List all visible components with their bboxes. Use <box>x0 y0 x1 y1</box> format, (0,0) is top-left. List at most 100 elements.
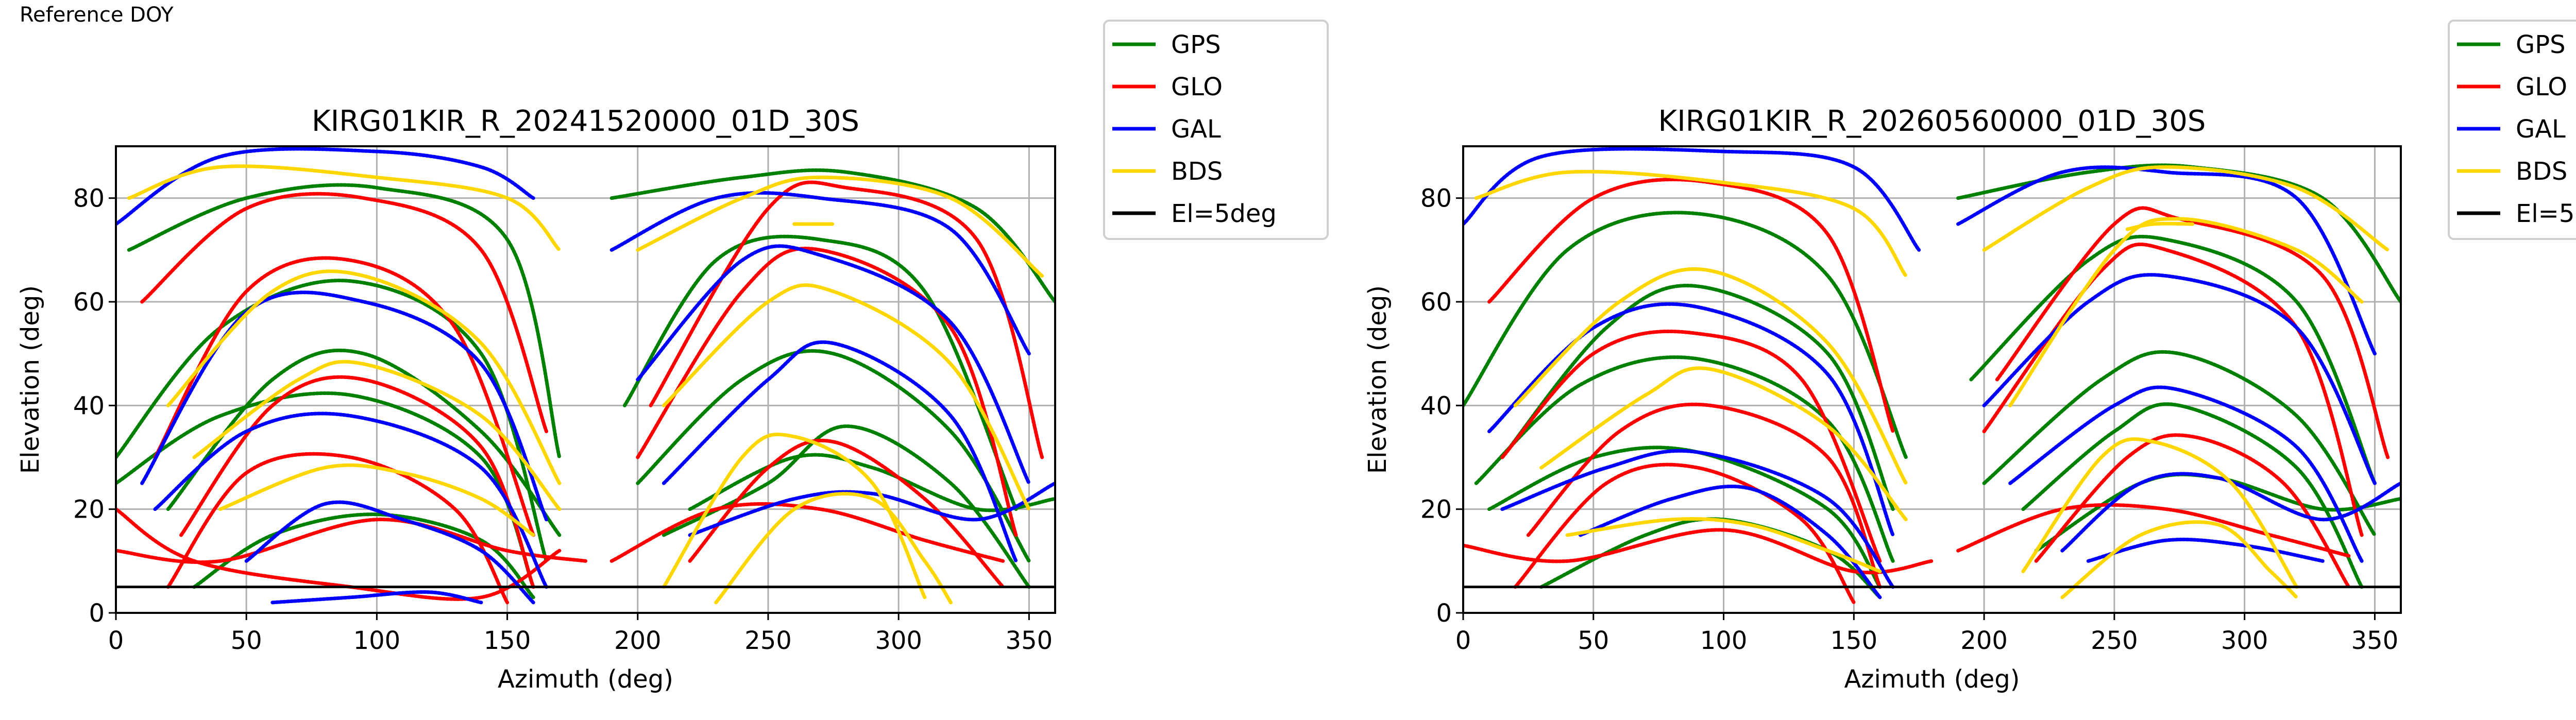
satellite-track-bds <box>714 492 953 605</box>
tracks <box>1463 147 2401 605</box>
satellite-track-bds <box>1513 267 1908 485</box>
y-tick-label: 40 <box>1420 391 1452 420</box>
satellite-track-glo <box>140 192 549 434</box>
satellite-track-gal <box>662 340 1018 563</box>
x-tick-label: 100 <box>353 626 401 655</box>
y-tick-label: 60 <box>1420 288 1452 317</box>
tracks <box>116 147 1055 605</box>
y-tick-label: 80 <box>1420 184 1452 213</box>
x-tick-label: 100 <box>1700 626 1748 655</box>
y-axis-label: Elevation (deg) <box>1363 285 1392 474</box>
legend-label: BDS <box>2516 157 2567 186</box>
satellite-track-bds <box>2008 217 2364 407</box>
x-tick-label: 150 <box>1831 626 1878 655</box>
satellite-track-glo <box>116 507 562 601</box>
satellite-track-bds <box>1539 366 1908 522</box>
x-tick-label: 0 <box>1455 626 1471 655</box>
satellite-track-bds <box>662 283 1031 511</box>
satellite-track-gal <box>2086 538 2325 563</box>
satellite-track-bds <box>1474 169 1908 278</box>
satellite-track-gps <box>662 424 1031 589</box>
chart-2: 0 50 100 150 200 250 300 350 0 20 40 60 80 KIRG01KIR_… <box>1363 20 2576 694</box>
x-tick-label: 250 <box>744 626 792 655</box>
legend-label: El=5deg <box>1171 199 1277 228</box>
satellite-track-bds <box>2021 437 2299 589</box>
satellite-track-gal <box>636 244 1031 485</box>
satellite-track-glo <box>2034 433 2351 589</box>
satellite-track-gal <box>1982 273 2377 485</box>
satellite-track-gps <box>1487 445 1882 589</box>
x-tick-label: 50 <box>1578 626 1609 655</box>
satellite-track-glo <box>1513 462 1856 605</box>
satellite-track-glo <box>649 180 1044 459</box>
x-tick-label: 50 <box>231 626 262 655</box>
reference-doy-label: Reference DOY <box>20 3 174 27</box>
y-tick-label: 60 <box>73 288 105 317</box>
satellite-track-bds <box>1565 517 1882 573</box>
satellite-track-bds <box>636 175 1044 278</box>
satellite-track-gps <box>116 279 549 563</box>
x-tick-label: 250 <box>2091 626 2138 655</box>
satellite-track-gal <box>1463 147 1921 252</box>
legend-box <box>2448 20 2576 240</box>
satellite-track-gal <box>609 191 1031 356</box>
x-axis-label: Azimuth (deg) <box>1844 665 2020 694</box>
y-tick-label: 40 <box>73 391 105 420</box>
satellite-track-gps <box>1463 211 1908 459</box>
x-tick-label: 0 <box>108 626 124 655</box>
satellite-track-gps <box>127 183 562 459</box>
legend-label: GPS <box>2516 30 2566 59</box>
y-tick-label: 80 <box>73 184 105 213</box>
satellite-track-glo <box>179 375 535 589</box>
satellite-track-bds <box>166 269 562 485</box>
legend-label: GPS <box>1171 30 1221 59</box>
legend-label: BDS <box>1171 157 1223 186</box>
satellite-track-gal <box>244 500 535 605</box>
series-gal <box>116 147 1055 605</box>
satellite-track-bds <box>1982 165 2390 252</box>
satellite-track-gal <box>1956 165 2377 356</box>
x-tick-label: 200 <box>1960 626 2008 655</box>
satellite-track-gps <box>622 234 1018 511</box>
series-glo <box>1463 177 2390 605</box>
satellite-track-gal <box>153 412 549 589</box>
satellite-track-glo <box>609 502 1005 563</box>
satellite-track-glo <box>1956 503 2351 558</box>
y-tick-label: 0 <box>1436 599 1452 628</box>
satellite-track-gps <box>609 168 1055 304</box>
x-tick-label: 200 <box>614 626 662 655</box>
satellite-track-gps <box>192 512 535 599</box>
legend-box <box>1103 20 1329 240</box>
satellite-track-gal <box>688 481 1055 537</box>
legend-label: GAL <box>2516 115 2566 144</box>
chart-title: KIRG01KIR_R_20241520000_01D_30S <box>312 105 859 138</box>
satellite-track-glo <box>166 452 510 605</box>
series-bds <box>1474 165 2390 599</box>
axes-frame <box>115 145 1056 614</box>
x-tick-label: 350 <box>1006 626 1053 655</box>
y-tick-label: 0 <box>89 599 105 628</box>
legend: GPS GLO GAL BDS El=5deg <box>2448 20 2576 240</box>
axes-frame <box>1462 145 2402 614</box>
legend-label: GLO <box>1171 73 1223 101</box>
satellite-track-bds <box>662 433 927 599</box>
satellite-track-gal <box>2008 385 2364 563</box>
satellite-track-bds <box>127 164 562 252</box>
satellite-track-glo <box>1500 330 1882 563</box>
chart-1: 0 50 100 150 200 250 300 350 0 20 40 60 80 KIRG01KIR_… <box>16 20 1329 694</box>
legend-label: El=5deg <box>2516 199 2576 228</box>
satellite-track-gal <box>1500 449 1895 589</box>
satellite-track-gps <box>1982 350 2377 537</box>
satellite-track-gps <box>1500 284 1895 511</box>
satellite-track-bds <box>2060 520 2299 599</box>
satellite-track-gal <box>140 290 549 522</box>
x-tick-label: 300 <box>2221 626 2268 655</box>
satellite-track-glo <box>1463 528 1934 575</box>
satellite-track-gps <box>2021 402 2364 589</box>
y-tick-label: 20 <box>73 495 105 524</box>
legend-label: GAL <box>1171 115 1221 144</box>
satellite-track-gal <box>270 590 483 605</box>
satellite-track-gps <box>1969 234 2377 485</box>
satellite-track-glo <box>636 247 1018 537</box>
chart-title: KIRG01KIR_R_20260560000_01D_30S <box>1658 105 2206 138</box>
